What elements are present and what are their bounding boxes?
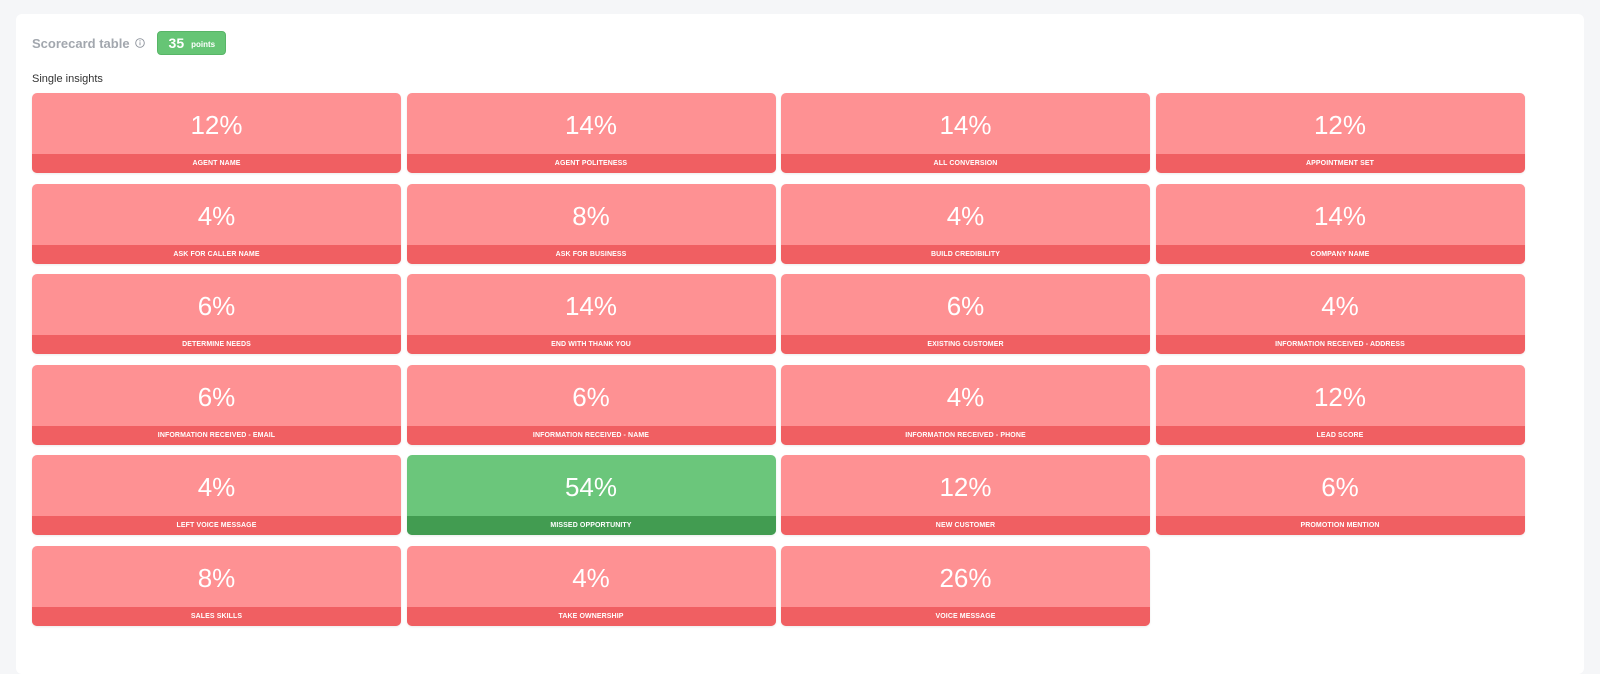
insight-percentage: 14% xyxy=(564,291,618,321)
insight-percentage: 6% xyxy=(572,381,610,412)
insight-tile[interactable]: 54% MISSED OPPORTUNITY xyxy=(406,455,776,535)
insight-percentage: 14% xyxy=(1313,200,1367,231)
insight-label: VOICE MESSAGE xyxy=(781,606,1150,626)
insight-label: PROMOTION MENTION xyxy=(1155,516,1525,535)
insight-tile[interactable]: 6% INFORMATION RECEIVED - NAME xyxy=(406,364,776,445)
points-badge: 35 points xyxy=(156,31,227,55)
insight-percentage: 14% xyxy=(564,110,618,140)
insight-percentage: 6% xyxy=(197,291,236,321)
insight-tile[interactable]: 8% SALES SKILLS xyxy=(32,545,401,626)
insight-percentage: 4% xyxy=(946,200,985,231)
insight-percentage: 8% xyxy=(572,200,610,231)
insight-percentage: 6% xyxy=(946,291,985,321)
insight-percentage: 12% xyxy=(190,110,243,140)
insight-tile[interactable]: 6% PROMOTION MENTION xyxy=(1155,455,1525,535)
section-label: Single insights xyxy=(32,73,103,85)
insight-percentage: 6% xyxy=(1321,472,1359,502)
insight-tile[interactable]: 14% COMPANY NAME xyxy=(1155,183,1525,264)
insight-label: TAKE OWNERSHIP xyxy=(406,606,776,626)
insight-label: COMPANY NAME xyxy=(1155,244,1525,264)
insight-label: EXISTING CUSTOMER xyxy=(781,335,1150,354)
insight-tile[interactable]: 4% ASK FOR CALLER NAME xyxy=(32,183,401,264)
insight-label: ALL CONVERSION xyxy=(781,154,1150,173)
insight-label: INFORMATION RECEIVED - NAME xyxy=(406,425,776,445)
insight-tile[interactable]: 4% TAKE OWNERSHIP xyxy=(406,545,776,626)
scorecard-header: Scorecard table 35 points xyxy=(32,30,227,56)
insight-percentage: 12% xyxy=(939,472,992,502)
insight-label: DETERMINE NEEDS xyxy=(32,335,401,354)
insight-label: INFORMATION RECEIVED - PHONE xyxy=(781,425,1150,445)
insight-percentage: 14% xyxy=(939,110,992,140)
insight-tile[interactable]: 6% DETERMINE NEEDS xyxy=(32,274,401,354)
insight-label: APPOINTMENT SET xyxy=(1155,154,1525,173)
insight-label: LEFT VOICE MESSAGE xyxy=(32,516,401,535)
insights-grid: 12% AGENT NAME 14% AGENT POLITENESS 14% ALL C… xyxy=(32,93,1525,626)
insight-tile[interactable]: 4% INFORMATION RECEIVED - PHONE xyxy=(781,364,1150,445)
insight-tile[interactable]: 6% INFORMATION RECEIVED - EMAIL xyxy=(32,364,401,445)
insight-percentage: 4% xyxy=(1321,291,1359,321)
insight-label: ASK FOR CALLER NAME xyxy=(32,244,401,264)
insight-tile[interactable]: 4% INFORMATION RECEIVED - ADDRESS xyxy=(1155,274,1525,354)
insight-label: ASK FOR BUSINESS xyxy=(406,244,776,264)
insight-percentage: 4% xyxy=(946,381,985,412)
insight-percentage: 12% xyxy=(1313,381,1367,412)
insight-tile[interactable]: 12% APPOINTMENT SET xyxy=(1155,93,1525,173)
points-unit: points xyxy=(191,39,216,49)
insight-label: MISSED OPPORTUNITY xyxy=(406,516,776,535)
scorecard-title: Scorecard table xyxy=(32,35,130,51)
insight-label: SALES SKILLS xyxy=(32,606,401,626)
insight-percentage: 8% xyxy=(197,562,236,593)
insight-label: INFORMATION RECEIVED - ADDRESS xyxy=(1155,335,1525,354)
insight-tile[interactable]: 14% END WITH THANK YOU xyxy=(406,274,776,354)
insight-tile[interactable]: 26% VOICE MESSAGE xyxy=(781,545,1150,626)
insight-label: LEAD SCORE xyxy=(1155,425,1525,445)
points-value: 35 xyxy=(168,35,185,51)
insight-tile[interactable]: 6% EXISTING CUSTOMER xyxy=(781,274,1150,354)
insight-percentage: 12% xyxy=(1313,110,1367,140)
scorecard-panel: Scorecard table 35 points Single insight… xyxy=(16,14,1584,674)
insight-tile[interactable]: 12% AGENT NAME xyxy=(32,93,401,173)
insight-label: NEW CUSTOMER xyxy=(781,516,1150,535)
insight-label: AGENT POLITENESS xyxy=(406,154,776,173)
insight-label: AGENT NAME xyxy=(32,154,401,173)
insight-tile[interactable]: 8% ASK FOR BUSINESS xyxy=(406,183,776,264)
insight-tile[interactable]: 4% BUILD CREDIBILITY xyxy=(781,183,1150,264)
insight-label: INFORMATION RECEIVED - EMAIL xyxy=(32,425,401,445)
insight-percentage: 26% xyxy=(939,562,992,593)
insight-tile[interactable]: 12% LEAD SCORE xyxy=(1155,364,1525,445)
insight-tile[interactable]: 14% ALL CONVERSION xyxy=(781,93,1150,173)
info-icon[interactable] xyxy=(134,35,145,48)
insight-label: BUILD CREDIBILITY xyxy=(781,244,1150,264)
insight-label: END WITH THANK YOU xyxy=(406,335,776,354)
insight-tile[interactable]: 14% AGENT POLITENESS xyxy=(406,93,776,173)
insight-tile[interactable]: 12% NEW CUSTOMER xyxy=(781,455,1150,535)
insight-percentage: 4% xyxy=(572,562,610,593)
insight-percentage: 54% xyxy=(564,472,618,502)
insight-percentage: 4% xyxy=(197,200,236,231)
insight-percentage: 6% xyxy=(197,381,236,412)
insight-tile[interactable]: 4% LEFT VOICE MESSAGE xyxy=(32,455,401,535)
insight-percentage: 4% xyxy=(197,472,236,502)
